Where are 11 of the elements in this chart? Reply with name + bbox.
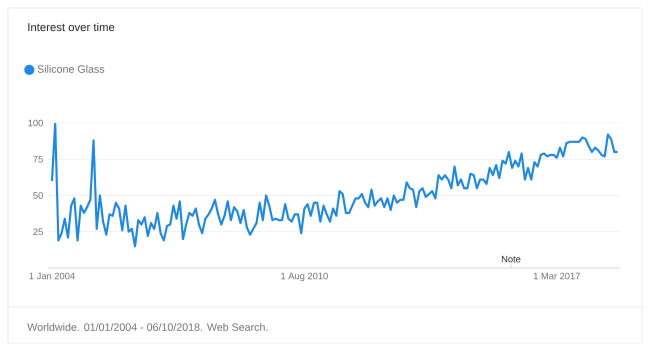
x-tick-label: 1 Aug 2010 <box>281 272 328 282</box>
x-tick-label: 1 Jan 2004 <box>30 272 75 280</box>
x-tick-label: 1 Mar 2017 <box>534 272 580 280</box>
annotation: Note <box>502 256 520 262</box>
y-tick-label: 50 <box>33 192 43 199</box>
y-tick-label: 75 <box>33 156 43 162</box>
y-tick-label: 100 <box>28 120 43 126</box>
y-tick-label: 25 <box>33 228 43 236</box>
chart-title: Interest over time <box>28 22 114 32</box>
legend-label: Silicone Glass <box>38 64 104 73</box>
text: Worldwide. 01/01/2004 - 06/10/2018. Web Search. <box>27 323 268 331</box>
